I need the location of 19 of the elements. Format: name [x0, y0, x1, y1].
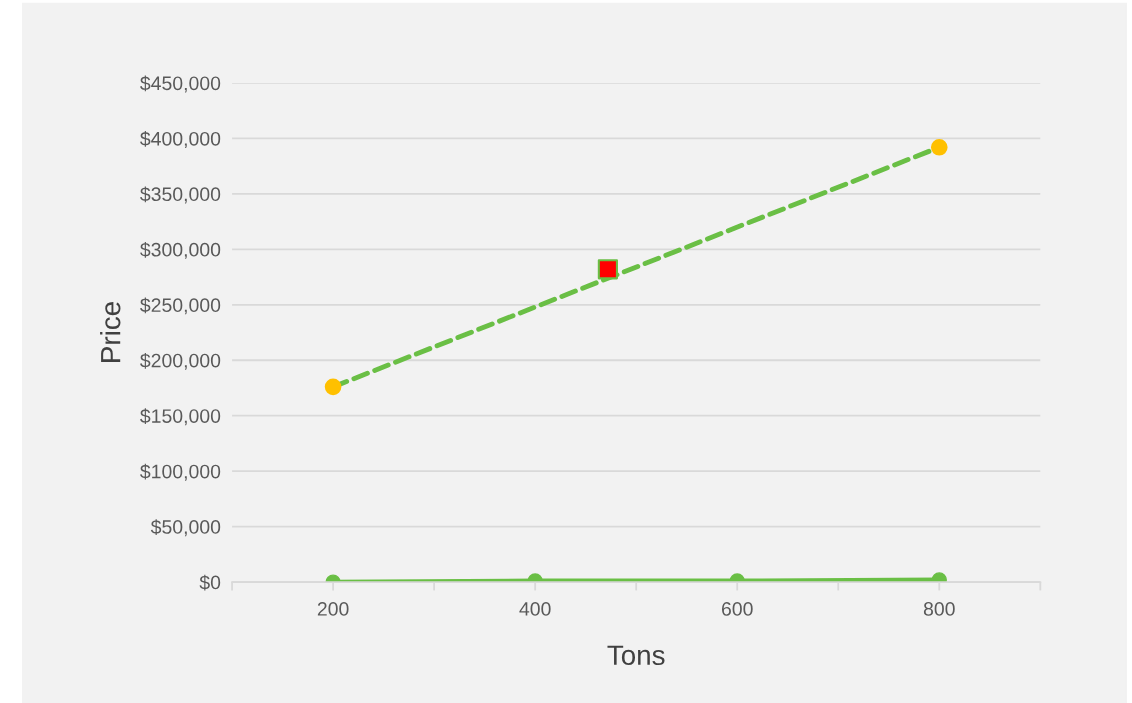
- y-tick-label: $250,000: [140, 297, 221, 315]
- point: [930, 138, 948, 156]
- y-tick-label: $300,000: [140, 241, 221, 259]
- y-tick-label: $400,000: [140, 131, 221, 148]
- y-tick-label: $350,000: [140, 186, 221, 204]
- y-tick-label: $100,000: [140, 463, 221, 481]
- x-tick-label: 800: [923, 602, 955, 616]
- point: [324, 378, 342, 396]
- x-axis-title: Tons: [607, 645, 665, 666]
- y-tick-label: $50,000: [150, 519, 221, 537]
- y-axis-title: Price: [100, 302, 121, 362]
- y-tick-label: $450,000: [140, 75, 221, 93]
- point: [597, 259, 618, 280]
- x-tick-label: 200: [317, 602, 349, 616]
- y-tick-label: $150,000: [140, 408, 221, 426]
- y-tick-label: $200,000: [140, 352, 221, 370]
- x-tick-label: 400: [519, 602, 551, 616]
- x-tick-label: 600: [721, 602, 753, 616]
- y-tick-label: $0: [199, 574, 221, 591]
